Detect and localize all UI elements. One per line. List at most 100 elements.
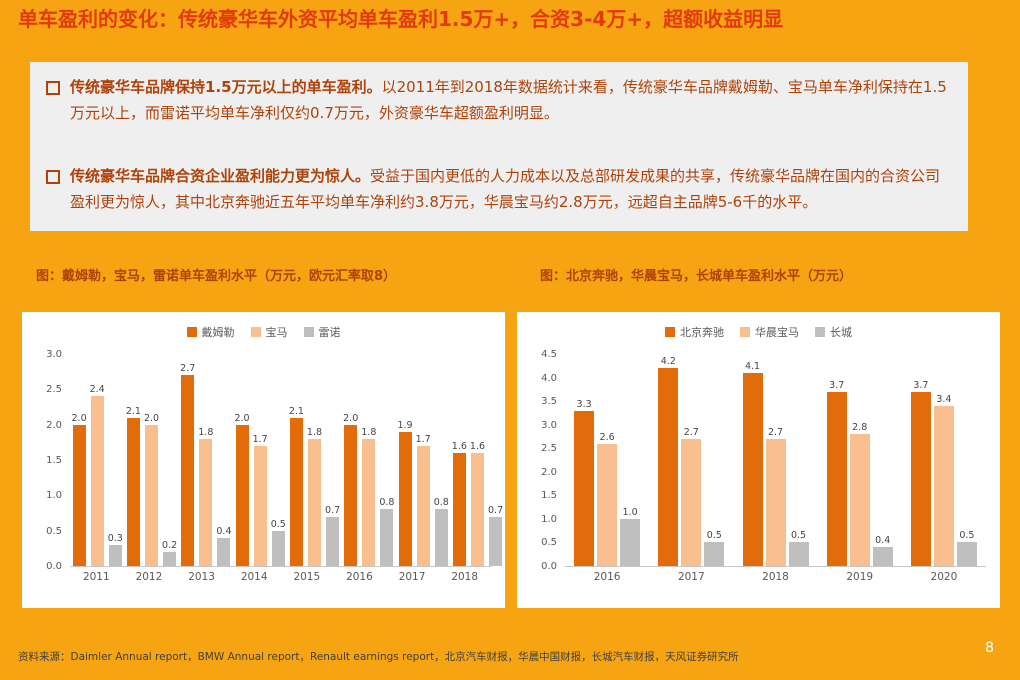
- legend-swatch: [186, 326, 197, 337]
- bar-value-label: 2.0: [143, 412, 160, 424]
- y-axis-tick: 0.0: [541, 561, 557, 572]
- bullet-body-1: 以2011年到2018年数据统计来看，传统豪华车品牌戴姆勒、宝马单车净利保持在1…: [70, 78, 947, 123]
- bar-value-label: 1.8: [361, 426, 377, 438]
- bar-北京奔驰: [658, 368, 679, 566]
- y-axis-tick: 0.5: [46, 525, 62, 537]
- bar-wrap: 2.7: [681, 426, 702, 566]
- legend-swatch: [303, 326, 314, 337]
- bar-wrap: 0.3: [108, 533, 123, 566]
- bullet-lead-2: 传统豪华车品牌合资企业盈利能力更为惊人。: [70, 166, 371, 185]
- chart-x-axis: 2016 2017 2018 2019 2020: [565, 571, 986, 583]
- bar-戴姆勒: [72, 424, 86, 566]
- bar-value-label: 0.7: [488, 504, 504, 516]
- bar-戴姆勒: [126, 417, 140, 566]
- legend-swatch: [740, 326, 750, 337]
- y-axis-tick: 2.5: [46, 384, 62, 396]
- bar-wrap: 0.4: [872, 535, 893, 566]
- bullet-text-2: 传统豪华车品牌合资企业盈利能力更为惊人。受益于国内更低的人力成本以及总部研发成果…: [70, 163, 952, 216]
- bar-雷诺: [434, 509, 448, 566]
- chart-title-right: 图：北京奔驰，华晨宝马，长城单车盈利水平（万元）: [540, 269, 853, 284]
- legend-item: 长城: [815, 324, 852, 340]
- bar-wrap: 2.6: [597, 432, 618, 566]
- bar-value-label: 0.5: [270, 518, 286, 530]
- bar-宝马: [253, 445, 267, 566]
- bar-value-label: 2.1: [125, 405, 141, 417]
- legend-item: 华晨宝马: [740, 324, 799, 340]
- bar-wrap: 3.7: [910, 379, 931, 566]
- bar-戴姆勒: [344, 424, 358, 566]
- summary-box: 传统豪华车品牌保持1.5万元以上的单车盈利。以2011年到2018年数据统计来看…: [30, 62, 968, 231]
- bullet-item-1: 传统豪华车品牌保持1.5万元以上的单车盈利。以2011年到2018年数据统计来看…: [46, 74, 952, 127]
- x-axis-label: 2014: [240, 571, 268, 583]
- y-axis-tick: 1.0: [541, 513, 557, 525]
- bar-value-label: 2.0: [71, 412, 87, 424]
- bar-长城: [788, 542, 809, 566]
- bar-wrap: 4.1: [742, 361, 763, 566]
- bar-华晨宝马: [933, 405, 954, 566]
- bar-戴姆勒: [289, 417, 303, 566]
- bar-value-label: 2.7: [767, 426, 784, 438]
- bar-value-label: 1.7: [415, 433, 431, 445]
- bar-戴姆勒: [181, 375, 195, 566]
- bar-wrap: 1.7: [253, 434, 268, 566]
- bar-wrap: 2.7: [180, 363, 195, 566]
- legend-swatch: [250, 326, 261, 337]
- bar-value-label: 3.7: [829, 379, 845, 391]
- bar-wrap: 2.4: [90, 384, 105, 566]
- x-axis-label: 2017: [677, 571, 705, 583]
- bar-value-label: 3.7: [913, 379, 929, 391]
- y-axis-tick: 1.5: [541, 490, 557, 502]
- chart-legend: 北京奔驰 华晨宝马 长城: [517, 324, 1000, 340]
- bar-雷诺: [271, 530, 285, 566]
- bar-雷诺: [380, 509, 394, 566]
- bar-wrap: 0.5: [956, 530, 977, 566]
- x-axis-label: 2016: [593, 571, 621, 583]
- page-number: 8: [985, 640, 994, 656]
- slide-title: 单车盈利的变化：传统豪华车外资平均单车盈利1.5万+，合资3-4万+，超额收益明…: [18, 7, 784, 31]
- bar-group: 3.7 2.8 0.4: [818, 380, 902, 566]
- bullet-lead-1: 传统豪华车品牌保持1.5万元以上的单车盈利。: [70, 78, 382, 96]
- bar-value-label: 0.5: [790, 530, 807, 542]
- bar-group: 4.1 2.7 0.5: [733, 361, 817, 566]
- x-axis-label: 2011: [82, 571, 110, 583]
- bar-wrap: 1.0: [620, 507, 641, 566]
- bar-雷诺: [217, 537, 231, 566]
- bar-宝马: [199, 438, 213, 566]
- bullet-body-2: 受益于国内更低的人力成本以及总部研发成果的共享，传统豪华品牌在国内的合资公司盈利…: [70, 166, 941, 211]
- bar-value-label: 2.7: [683, 426, 699, 438]
- bar-value-label: 0.2: [162, 539, 178, 551]
- bar-wrap: 3.7: [826, 379, 847, 566]
- bar-value-label: 0.3: [107, 532, 123, 544]
- chart-legend: 戴姆勒 宝马 雷诺: [22, 325, 505, 339]
- bar-长城: [956, 542, 977, 566]
- bar-group: 2.1 2.0 0.2: [124, 406, 178, 566]
- bar-value-label: 0.4: [216, 525, 232, 537]
- y-axis-tick: 3.0: [541, 419, 557, 431]
- legend-label: 北京奔驰: [680, 325, 724, 339]
- bar-group: 2.0 2.4 0.3: [70, 384, 124, 566]
- y-axis-tick: 2.0: [46, 419, 62, 431]
- bar-value-label: 4.2: [660, 356, 676, 368]
- legend-swatch: [665, 326, 675, 337]
- y-axis-tick: 3.0: [46, 349, 62, 360]
- bar-wrap: 2.8: [849, 422, 870, 566]
- bar-value-label: 0.5: [959, 530, 975, 542]
- legend-item: 北京奔驰: [665, 324, 724, 340]
- bar-wrap: 3.4: [933, 393, 954, 566]
- bar-wrap: 2.1: [289, 406, 304, 566]
- bar-group: 3.3 2.6 1.0: [565, 399, 649, 566]
- x-axis-label: 2017: [398, 571, 426, 583]
- bar-宝马: [362, 438, 376, 566]
- bar-wrap: 1.8: [307, 427, 322, 566]
- bar-value-label: 1.8: [198, 426, 214, 438]
- bar-北京奔驰: [742, 372, 763, 566]
- bar-宝马: [307, 438, 321, 566]
- bar-value-label: 3.4: [936, 393, 952, 405]
- bar-wrap: 0.8: [434, 497, 449, 566]
- bar-雷诺: [489, 516, 503, 566]
- x-axis-label: 2020: [930, 571, 958, 583]
- bar-wrap: 2.0: [144, 413, 159, 566]
- bar-wrap: 0.5: [788, 530, 809, 566]
- bar-value-label: 0.4: [875, 535, 891, 547]
- bar-value-label: 0.7: [325, 504, 341, 516]
